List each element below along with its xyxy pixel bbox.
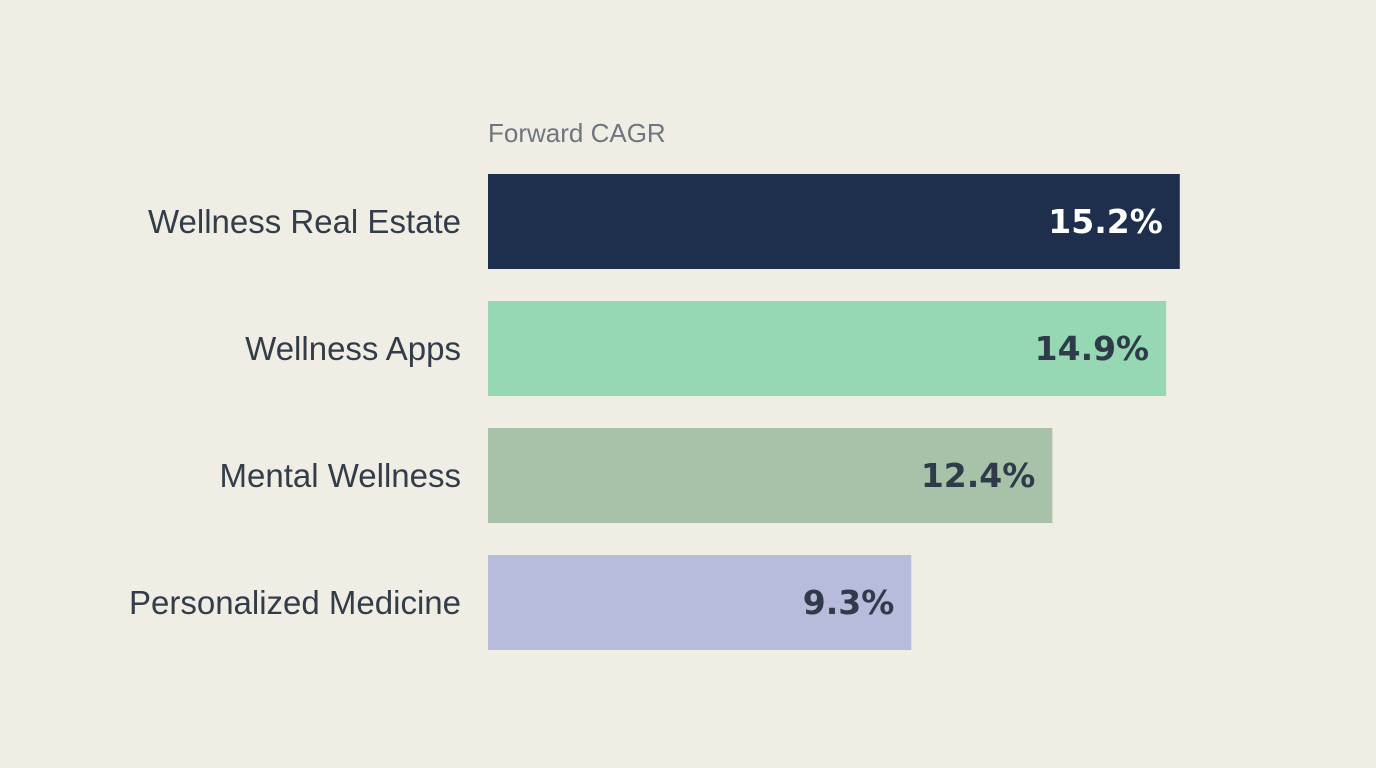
value-label: 9.3%	[803, 583, 895, 622]
bars-layer: Wellness Real Estate 15.2% Wellness Apps 14…	[129, 174, 1180, 650]
value-label: 12.4%	[921, 456, 1036, 495]
chart-title: Forward CAGR	[488, 118, 666, 148]
bar-group-personalized-medicine: Personalized Medicine 9.3%	[129, 555, 912, 650]
value-label: 15.2%	[1048, 202, 1163, 241]
bar-personalized-medicine	[488, 555, 912, 650]
category-label: Wellness Apps	[245, 330, 461, 367]
bar-group-wellness-real-estate: Wellness Real Estate 15.2%	[148, 174, 1180, 269]
category-label: Wellness Real Estate	[148, 203, 461, 240]
bar-wellness-apps	[488, 301, 1167, 396]
bar-group-wellness-apps: Wellness Apps 14.9%	[245, 301, 1167, 396]
category-label: Mental Wellness	[220, 457, 462, 494]
bar-group-mental-wellness: Mental Wellness 12.4%	[220, 428, 1053, 523]
bar-mental-wellness	[488, 428, 1053, 523]
value-label: 14.9%	[1035, 329, 1150, 368]
bar-wellness-real-estate	[488, 174, 1180, 269]
category-label: Personalized Medicine	[129, 584, 461, 621]
